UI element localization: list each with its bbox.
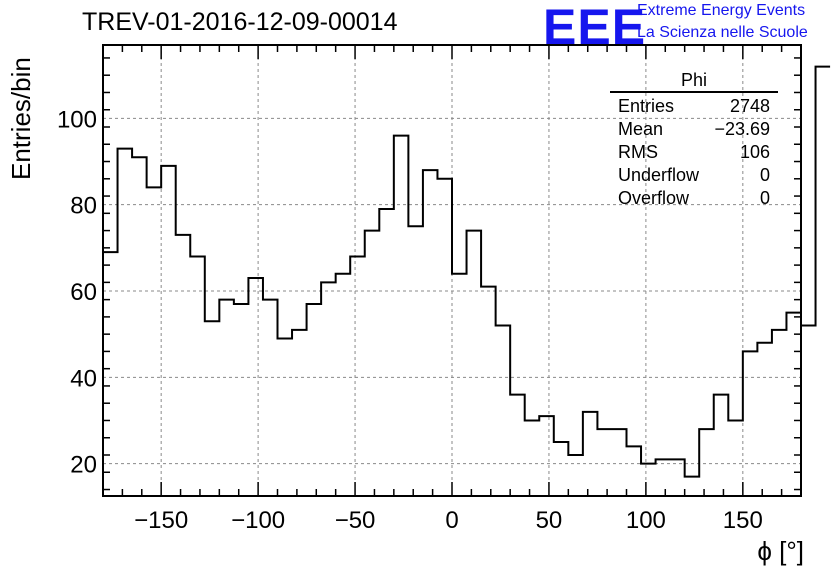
- x-tick-label: −100: [231, 507, 285, 534]
- stats-row: Overflow 0: [610, 187, 778, 210]
- stats-value: 0: [759, 165, 770, 185]
- stats-label: RMS: [618, 142, 658, 162]
- x-tick-label: 150: [723, 507, 763, 534]
- y-tick-label: 100: [57, 106, 97, 133]
- stats-label: Underflow: [618, 165, 700, 185]
- axis-ticks: [102, 45, 802, 496]
- y-tick-label: 80: [70, 193, 97, 220]
- stats-value: 106: [739, 142, 770, 162]
- x-tick-label: −150: [134, 507, 188, 534]
- histogram-line: [103, 65, 831, 478]
- eee-logo: EEE: [543, 0, 647, 55]
- stats-label: Mean: [618, 119, 664, 139]
- stats-title: Phi: [610, 70, 778, 93]
- logo-subtitle-2: La Scienza nelle Scuole: [637, 24, 808, 41]
- y-tick-label: 20: [70, 452, 97, 479]
- x-tick-label: −50: [335, 507, 376, 534]
- stats-box: Phi Entries 2748 Mean −23.69 RMS 106 Und…: [610, 70, 778, 210]
- stats-value: −23.69: [714, 119, 770, 139]
- y-axis-label: Entries/bin: [6, 57, 36, 180]
- x-axis-label: ϕ [°]: [757, 536, 804, 566]
- stats-row: Underflow 0: [610, 164, 778, 187]
- y-tick-label: 60: [70, 279, 97, 306]
- x-tick-label: 0: [445, 507, 458, 534]
- plot-title: TREV-01-2016-12-09-00014: [82, 8, 398, 36]
- stats-value: 2748: [729, 96, 770, 116]
- x-tick-label: 50: [536, 507, 563, 534]
- y-tick-label: 40: [70, 365, 97, 392]
- stats-label: Entries: [618, 96, 675, 116]
- x-tick-label: 100: [626, 507, 666, 534]
- tick-labels: −150 −100 −50 0 50 100 150 20 40 60 80 100: [57, 106, 763, 534]
- stats-value: 0: [759, 188, 770, 208]
- stats-row: Entries 2748: [610, 95, 778, 118]
- stats-label: Overflow: [618, 188, 690, 208]
- logo-subtitle-1: Extreme Energy Events: [637, 2, 806, 19]
- stats-row: RMS 106: [610, 141, 778, 164]
- stats-row: Mean −23.69: [610, 118, 778, 141]
